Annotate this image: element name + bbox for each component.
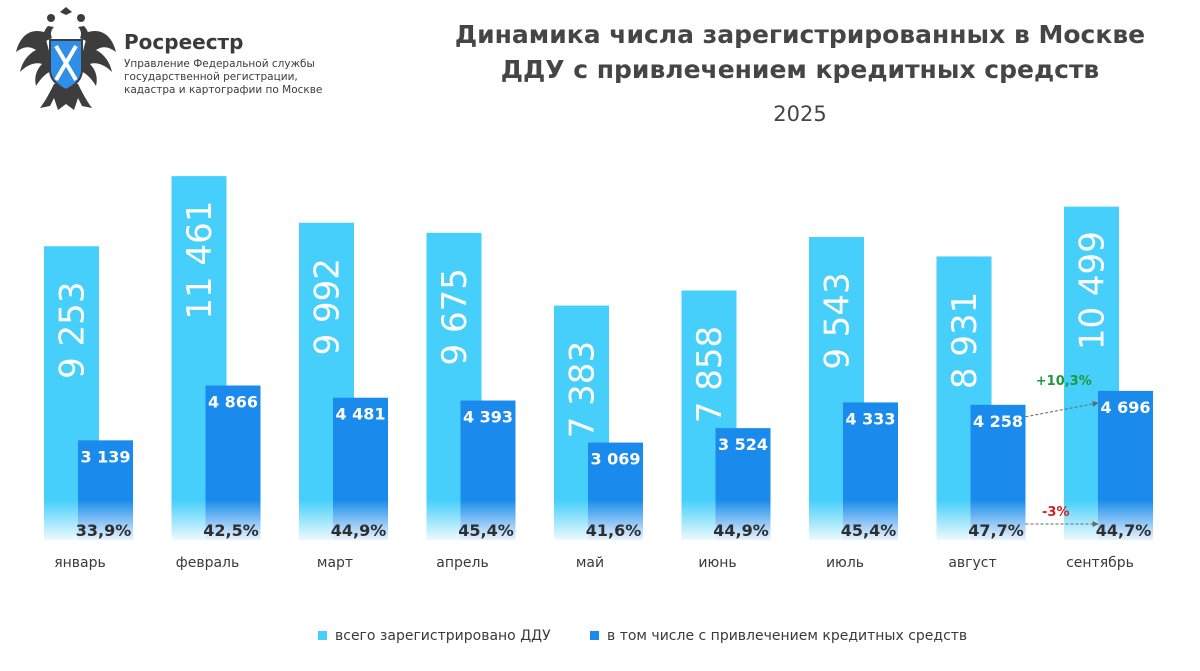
share-label-1: 33,9% — [76, 521, 132, 540]
chart-title-line-2: ДДУ с привлечением кредитных средств — [500, 55, 1100, 84]
bar-fade-5 — [554, 500, 643, 540]
legend-swatch-credit — [590, 631, 599, 640]
month-label-5: май — [576, 555, 604, 571]
share-label-3: 44,9% — [331, 521, 387, 540]
bar-fade-6 — [681, 500, 771, 540]
legend-item-total: всего зарегистрировано ДДУ — [318, 628, 551, 644]
bar-total-label-7: 9 543 — [818, 272, 858, 369]
month-label-9: сентябрь — [1066, 555, 1134, 571]
share-label-2: 42,5% — [203, 521, 259, 540]
chart-subtitle-year: 2025 — [773, 102, 827, 126]
bar-fade-4 — [426, 500, 516, 540]
legend-item-credit: в том числе с привлечением кредитных сре… — [590, 628, 967, 644]
bar-total-label-8: 8 931 — [945, 292, 985, 389]
share-label-8: 47,7% — [968, 521, 1024, 540]
bar-fade-9 — [1064, 500, 1153, 540]
annotation-arrow-increase — [1025, 400, 1099, 418]
month-label-6: июнь — [698, 555, 736, 571]
chart-title-line-1: Динамика числа зарегистрированных в Моск… — [454, 20, 1146, 49]
month-label-4: апрель — [436, 555, 488, 571]
eagle-emblem-icon — [16, 7, 116, 110]
bar-total-label-4: 9 675 — [435, 268, 475, 365]
share-label-9: 44,7% — [1096, 521, 1152, 540]
bar-total-label-5: 7 383 — [563, 341, 603, 438]
month-label-3: март — [317, 555, 353, 571]
legend-label-total: всего зарегистрировано ДДУ — [335, 628, 551, 644]
bar-credit-label-1: 3 139 — [80, 447, 130, 466]
share-label-5: 41,6% — [586, 521, 642, 540]
bar-credit-label-2: 4 866 — [208, 393, 258, 412]
bar-total-label-9: 10 499 — [1073, 231, 1113, 350]
legend-swatch-total — [318, 631, 327, 640]
annotation-increase: +10,3% — [1036, 374, 1092, 389]
bar-credit-label-3: 4 481 — [335, 405, 385, 424]
bar-credit-label-8: 4 258 — [973, 412, 1023, 431]
month-label-1: январь — [54, 555, 106, 571]
org-subtitle-line-1: Управление Федеральной службы — [124, 58, 315, 70]
month-label-2: февраль — [176, 555, 240, 571]
bar-credit-label-7: 4 333 — [845, 409, 895, 428]
bar-fade-7 — [809, 500, 898, 540]
bar-fade-3 — [299, 500, 388, 540]
share-label-6: 44,9% — [713, 521, 769, 540]
bar-fade-8 — [936, 500, 1026, 540]
bar-credit-label-4: 4 393 — [463, 408, 513, 427]
org-subtitle-line-2: государственной регистрации, — [124, 71, 298, 83]
bar-fade-1 — [44, 500, 133, 540]
bar-fade-2 — [171, 500, 261, 540]
bar-total-label-2: 11 461 — [180, 201, 220, 320]
month-label-8: август — [948, 555, 996, 571]
bar-total-label-6: 7 858 — [690, 326, 730, 423]
bar-credit-label-5: 3 069 — [590, 450, 640, 469]
bar-total-label-3: 9 992 — [308, 258, 348, 355]
bar-credit-label-9: 4 696 — [1100, 398, 1150, 417]
bar-credit-label-6: 3 524 — [718, 435, 768, 454]
share-label-7: 45,4% — [841, 521, 897, 540]
org-subtitle-line-3: кадастра и картографии по Москве — [124, 84, 323, 96]
annotation-decrease: -3% — [1042, 505, 1069, 520]
org-name: Росреестр — [124, 30, 244, 54]
bar-total-label-1: 9 253 — [53, 282, 93, 379]
share-label-4: 45,4% — [458, 521, 514, 540]
legend-label-credit: в том числе с привлечением кредитных сре… — [607, 628, 968, 644]
month-label-7: июль — [826, 555, 864, 571]
